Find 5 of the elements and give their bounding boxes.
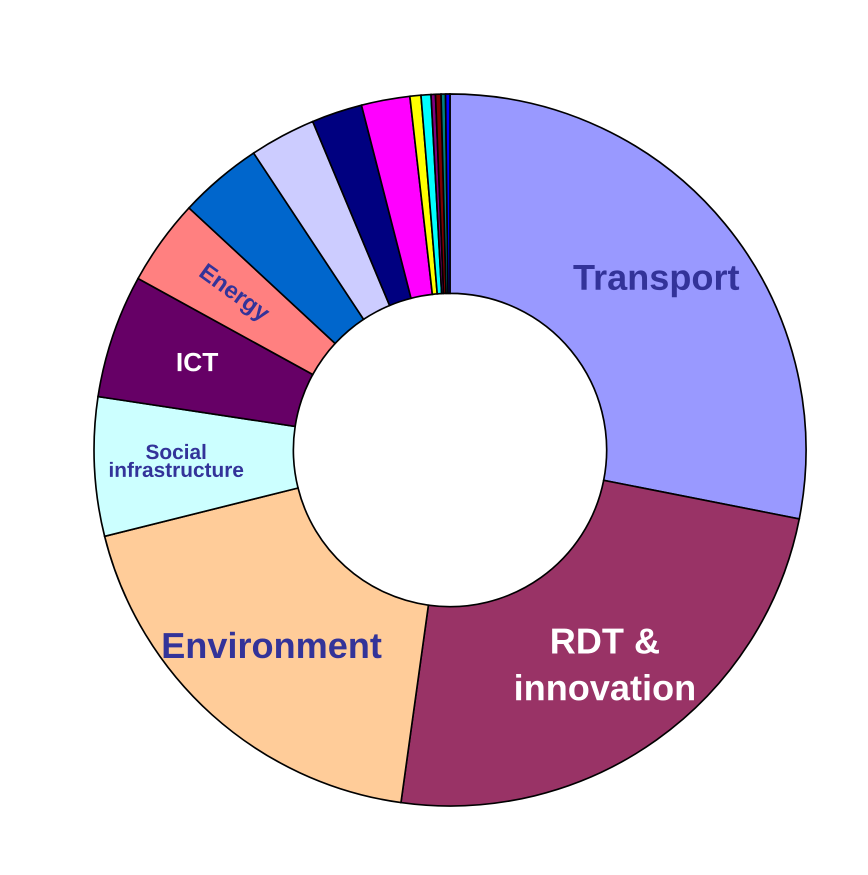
slice-label: ICT	[178, 352, 218, 372]
slice-label: Environment	[164, 632, 382, 658]
slice-label: RDT & innovation	[516, 628, 694, 701]
slice-label: Social infrastructure	[110, 444, 244, 478]
slice-label: Transport	[573, 264, 740, 298]
